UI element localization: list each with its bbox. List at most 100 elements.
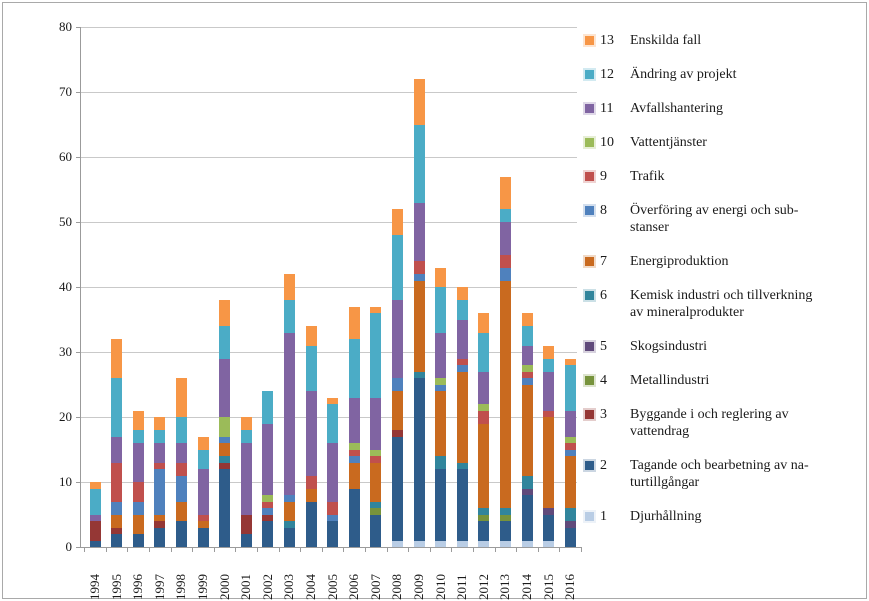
bar-1997-segment-2 — [154, 527, 166, 547]
bar-2002-segment-8 — [262, 508, 274, 515]
x-axis-label-1995: 1995 — [108, 574, 124, 600]
bar-2010-segment-12 — [435, 287, 447, 333]
bar-2000-segment-11 — [219, 358, 231, 417]
bar-1998-segment-11 — [175, 443, 187, 463]
bar-2007-segment-10 — [370, 449, 382, 456]
bar-2010-segment-10 — [435, 378, 447, 385]
bar-2008-segment-1 — [391, 540, 403, 547]
legend-swatch-12 — [585, 70, 594, 79]
x-tick-4 — [170, 548, 172, 552]
bar-2012-segment-9 — [478, 410, 490, 424]
bar-2005-segment-12 — [327, 404, 339, 443]
bar-2009-segment-6 — [413, 371, 425, 378]
x-tick-13 — [365, 548, 366, 552]
bar-2007-segment-9 — [370, 456, 382, 463]
x-tick-8 — [257, 548, 258, 552]
bar-2007-segment-11 — [370, 397, 382, 450]
x-tick-2 — [127, 548, 129, 552]
legend-label-6: Kemisk industri och tillverkning av mine… — [630, 288, 813, 320]
bar-2005-segment-9 — [327, 501, 339, 515]
bar-2009-segment-7 — [413, 280, 425, 372]
legend-item-2: 2 Tagande och bearbetning av na- turtillg… — [585, 457, 861, 491]
x-tick-18 — [473, 548, 474, 552]
legend-item-9: 9 Trafik — [585, 168, 861, 185]
bar-2016-segment-10 — [564, 436, 576, 443]
bar-2002-segment-9 — [262, 501, 274, 508]
legend-number-8: 8 — [600, 203, 607, 218]
bar-2002-segment-10 — [262, 495, 274, 502]
gridline-80 — [80, 27, 577, 28]
x-tick-5 — [192, 548, 194, 552]
bar-2006-segment-10 — [348, 443, 360, 450]
bar-1998-segment-8 — [175, 475, 187, 502]
x-tick-19 — [494, 548, 496, 552]
bar-2010-segment-1 — [435, 540, 447, 547]
bar-2004-segment-13 — [305, 326, 317, 346]
legend: 13 Enskilda fall 12 Ändring av projekt 11 Avf… — [585, 32, 861, 525]
bar-2003-segment-13 — [283, 274, 295, 300]
legend-item-7: 7 Energiproduktion — [585, 253, 861, 270]
x-axis-line — [80, 547, 582, 548]
bar-1996-segment-2 — [132, 534, 144, 547]
bar-2008-segment-13 — [391, 209, 403, 235]
legend-swatch-10 — [585, 138, 594, 147]
x-axis-label-2010: 2010 — [432, 574, 448, 600]
x-axis-label-2002: 2002 — [259, 574, 275, 600]
bar-1995-segment-11 — [111, 436, 123, 463]
bar-2014-segment-10 — [521, 365, 533, 372]
x-axis-label-2011: 2011 — [454, 574, 470, 600]
bar-1996-segment-11 — [132, 443, 144, 482]
bar-2012-segment-4 — [478, 514, 490, 521]
bar-2016-segment-7 — [564, 456, 576, 508]
legend-item-13: 13 Enskilda fall — [585, 32, 861, 49]
bar-2012-segment-1 — [478, 540, 490, 547]
x-tick-21 — [537, 548, 539, 552]
bar-2010-segment-6 — [435, 456, 447, 469]
bar-2013-segment-11 — [499, 222, 511, 255]
legend-swatch-4 — [585, 376, 594, 385]
bar-2008-segment-12 — [391, 235, 403, 300]
bar-2000-segment-8 — [219, 436, 231, 443]
y-tick-70 — [76, 92, 80, 93]
gridline-60 — [80, 157, 577, 158]
bar-2004-segment-11 — [305, 391, 317, 476]
bar-2003-segment-2 — [283, 527, 295, 547]
x-axis-label-2016: 2016 — [562, 574, 578, 600]
bar-1999-segment-2 — [197, 527, 209, 547]
legend-number-11: 11 — [600, 101, 614, 116]
bar-1996-segment-13 — [132, 410, 144, 430]
bar-2011-segment-1 — [456, 540, 468, 547]
x-tick-16 — [429, 548, 431, 552]
bar-2009-segment-13 — [413, 79, 425, 125]
bar-2001-segment-12 — [240, 430, 252, 443]
bar-2014-segment-9 — [521, 371, 533, 378]
x-axis-label-1996: 1996 — [130, 574, 146, 600]
y-axis-label-30: 30 — [59, 344, 72, 359]
legend-swatch-8 — [585, 206, 594, 215]
bar-2002-segment-12 — [262, 391, 274, 424]
x-axis-label-2006: 2006 — [346, 574, 362, 600]
bar-1995-segment-8 — [111, 501, 123, 515]
bar-2015-segment-9 — [543, 410, 555, 417]
bar-1999-segment-7 — [197, 521, 209, 528]
bar-1998-segment-12 — [175, 417, 187, 443]
bar-1996-segment-9 — [132, 482, 144, 502]
y-axis-label-40: 40 — [59, 279, 72, 294]
bar-2008-segment-11 — [391, 300, 403, 378]
legend-label-11: Avfallshantering — [630, 101, 724, 116]
bar-1999-segment-11 — [197, 469, 209, 515]
bar-2014-segment-5 — [521, 488, 533, 495]
bar-1997-segment-8 — [154, 469, 166, 515]
legend-number-13: 13 — [600, 33, 614, 48]
bar-1995-segment-13 — [111, 339, 123, 378]
bar-2014-segment-12 — [521, 326, 533, 346]
bar-2008-segment-7 — [391, 391, 403, 430]
bar-1997-segment-3 — [154, 521, 166, 528]
legend-number-7: 7 — [600, 254, 607, 269]
bar-1996-segment-7 — [132, 514, 144, 534]
bar-1994-segment-3 — [89, 521, 101, 541]
y-tick-0 — [76, 547, 80, 548]
legend-swatch-9 — [585, 172, 594, 181]
